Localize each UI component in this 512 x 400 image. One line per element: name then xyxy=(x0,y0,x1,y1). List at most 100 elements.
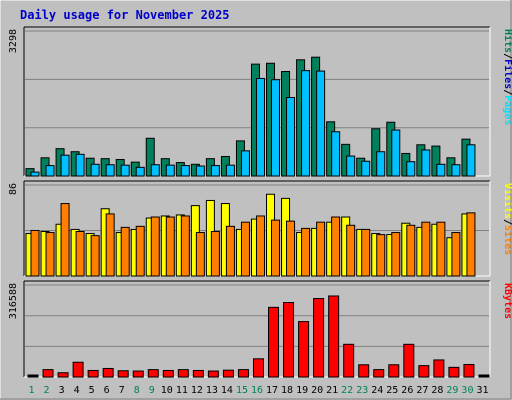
bar-kbytes-day-29 xyxy=(448,366,460,378)
bar-sites-day-16 xyxy=(255,215,265,277)
bar-sites-day-10 xyxy=(165,216,175,277)
bar-sites-day-9 xyxy=(150,216,160,277)
x-tick-label: 31 xyxy=(476,385,488,396)
bar-kbytes-day-27 xyxy=(418,365,430,378)
x-tick-label: 7 xyxy=(119,385,125,396)
bar-sites-day-27 xyxy=(421,221,431,277)
x-tick-label: 1 xyxy=(29,385,35,396)
bar-sites-day-22 xyxy=(346,224,356,277)
x-tick-label: 21 xyxy=(326,385,338,396)
bar-sites-day-14 xyxy=(225,225,235,277)
x-tick-label: 10 xyxy=(161,385,173,396)
bar-files-day-9 xyxy=(150,164,160,177)
bar-kbytes-day-1 xyxy=(27,374,39,378)
x-axis-labels: 1 2 3 4 5 6 7 8 9 10 11 12 13 14 15 16 17 18 19 20 21 22 23 24 2… xyxy=(29,385,489,396)
bar-files-day-19 xyxy=(301,70,311,177)
legend-separator: / xyxy=(502,219,512,225)
x-tick-label: 27 xyxy=(416,385,428,396)
x-tick-label: 3 xyxy=(59,385,65,396)
bar-sites-day-21 xyxy=(331,216,341,277)
bar-sites-day-25 xyxy=(391,232,401,277)
bar-files-day-17 xyxy=(271,79,281,177)
bar-kbytes-day-12 xyxy=(192,369,204,378)
legend-label-visits: Visits xyxy=(502,183,512,219)
bar-files-day-27 xyxy=(421,149,431,177)
x-tick-label: 25 xyxy=(386,385,398,396)
bar-sites-day-11 xyxy=(180,215,190,277)
x-tick-label: 2 xyxy=(44,385,50,396)
x-tick-label: 24 xyxy=(371,385,383,396)
bar-files-day-13 xyxy=(210,165,220,177)
x-tick-label: 29 xyxy=(446,385,458,396)
bar-kbytes-day-17 xyxy=(268,306,280,378)
bar-kbytes-day-4 xyxy=(72,361,84,378)
bar-files-day-5 xyxy=(90,163,100,177)
x-tick-label: 12 xyxy=(191,385,203,396)
x-tick-label: 23 xyxy=(356,385,368,396)
bar-files-day-18 xyxy=(286,97,296,177)
legend-label-sites: Sites xyxy=(502,225,512,255)
bar-kbytes-day-18 xyxy=(283,302,295,378)
bar-hits-day-28 xyxy=(431,145,441,177)
bar-sites-day-17 xyxy=(271,219,281,277)
x-tick-label: 8 xyxy=(134,385,140,396)
bar-sites-day-13 xyxy=(210,231,220,277)
x-tick-label: 26 xyxy=(401,385,413,396)
bar-kbytes-day-21 xyxy=(328,295,340,378)
x-tick-label: 16 xyxy=(251,385,263,396)
bar-sites-day-4 xyxy=(75,231,85,277)
bar-kbytes-day-30 xyxy=(463,363,475,378)
y-tick-label: 316588 xyxy=(8,283,19,319)
bar-kbytes-day-3 xyxy=(57,372,69,378)
bar-files-day-16 xyxy=(255,77,265,177)
bar-files-day-12 xyxy=(195,165,205,177)
bar-kbytes-day-5 xyxy=(87,369,99,378)
bar-kbytes-day-16 xyxy=(252,358,264,378)
bar-files-day-29 xyxy=(451,164,461,177)
bar-kbytes-day-15 xyxy=(237,369,249,378)
bar-files-day-8 xyxy=(135,166,145,177)
bar-sites-day-28 xyxy=(436,221,446,277)
bar-files-day-25 xyxy=(391,129,401,177)
bar-files-day-4 xyxy=(75,153,85,177)
legend-label-kbytes: KBytes xyxy=(502,283,512,319)
legend-separator: / xyxy=(502,53,512,59)
bar-files-day-30 xyxy=(466,144,476,177)
x-tick-label: 22 xyxy=(341,385,353,396)
bar-kbytes-day-6 xyxy=(102,367,114,378)
panel-kbytes: 316588 KBytes xyxy=(8,280,512,378)
bar-sites-day-30 xyxy=(466,212,476,277)
bar-files-day-2 xyxy=(45,165,55,177)
bar-kbytes-day-9 xyxy=(147,369,159,378)
x-tick-label: 19 xyxy=(296,385,308,396)
bar-kbytes-day-14 xyxy=(222,369,234,378)
y-tick-label: 3298 xyxy=(8,29,19,53)
legend-label-hits: Hits xyxy=(502,29,512,53)
legend-hits-files-pages: Hits/Files/Pages xyxy=(502,29,512,125)
bar-files-day-22 xyxy=(346,155,356,177)
bar-files-day-1 xyxy=(30,171,40,177)
bar-files-day-3 xyxy=(60,154,70,177)
bar-sites-day-15 xyxy=(240,221,250,277)
bar-sites-day-24 xyxy=(376,234,386,277)
bar-kbytes-day-23 xyxy=(358,364,370,378)
panel-hits-files-pages: 3298 Hits/Files/Pages xyxy=(8,26,512,177)
x-tick-label: 11 xyxy=(176,385,188,396)
x-tick-label: 13 xyxy=(206,385,218,396)
bar-kbytes-day-11 xyxy=(177,369,189,378)
bar-sites-day-2 xyxy=(45,232,55,277)
y-tick-label: 86 xyxy=(8,183,19,195)
bar-files-day-26 xyxy=(406,161,416,177)
x-tick-label: 15 xyxy=(236,385,248,396)
bar-files-day-6 xyxy=(105,164,115,177)
bar-sites-day-7 xyxy=(120,226,130,277)
bar-files-day-28 xyxy=(436,163,446,177)
x-tick-label: 5 xyxy=(89,385,95,396)
x-tick-label: 4 xyxy=(74,385,80,396)
bar-kbytes-day-7 xyxy=(117,370,129,378)
bar-kbytes-day-10 xyxy=(162,369,174,378)
bar-sites-day-29 xyxy=(451,232,461,277)
